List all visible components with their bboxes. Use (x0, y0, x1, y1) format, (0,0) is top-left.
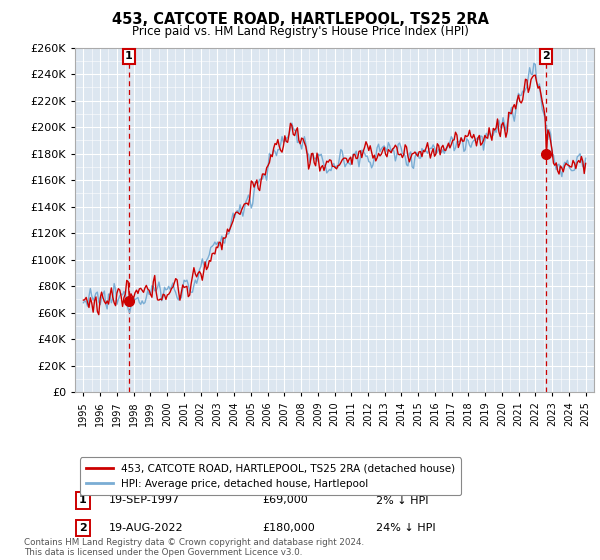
Text: 1: 1 (79, 496, 86, 506)
Text: £69,000: £69,000 (262, 496, 308, 506)
Text: £180,000: £180,000 (262, 523, 314, 533)
Text: Price paid vs. HM Land Registry's House Price Index (HPI): Price paid vs. HM Land Registry's House … (131, 25, 469, 38)
Text: 2% ↓ HPI: 2% ↓ HPI (376, 496, 428, 506)
Text: 2: 2 (542, 51, 550, 61)
Text: 19-SEP-1997: 19-SEP-1997 (109, 496, 180, 506)
Legend: 453, CATCOTE ROAD, HARTLEPOOL, TS25 2RA (detached house), HPI: Average price, de: 453, CATCOTE ROAD, HARTLEPOOL, TS25 2RA … (80, 458, 461, 495)
Text: 453, CATCOTE ROAD, HARTLEPOOL, TS25 2RA: 453, CATCOTE ROAD, HARTLEPOOL, TS25 2RA (112, 12, 488, 27)
Text: 1: 1 (125, 51, 133, 61)
Text: 24% ↓ HPI: 24% ↓ HPI (376, 523, 436, 533)
Text: 2: 2 (79, 523, 86, 533)
Text: Contains HM Land Registry data © Crown copyright and database right 2024.
This d: Contains HM Land Registry data © Crown c… (24, 538, 364, 557)
Text: 19-AUG-2022: 19-AUG-2022 (109, 523, 184, 533)
